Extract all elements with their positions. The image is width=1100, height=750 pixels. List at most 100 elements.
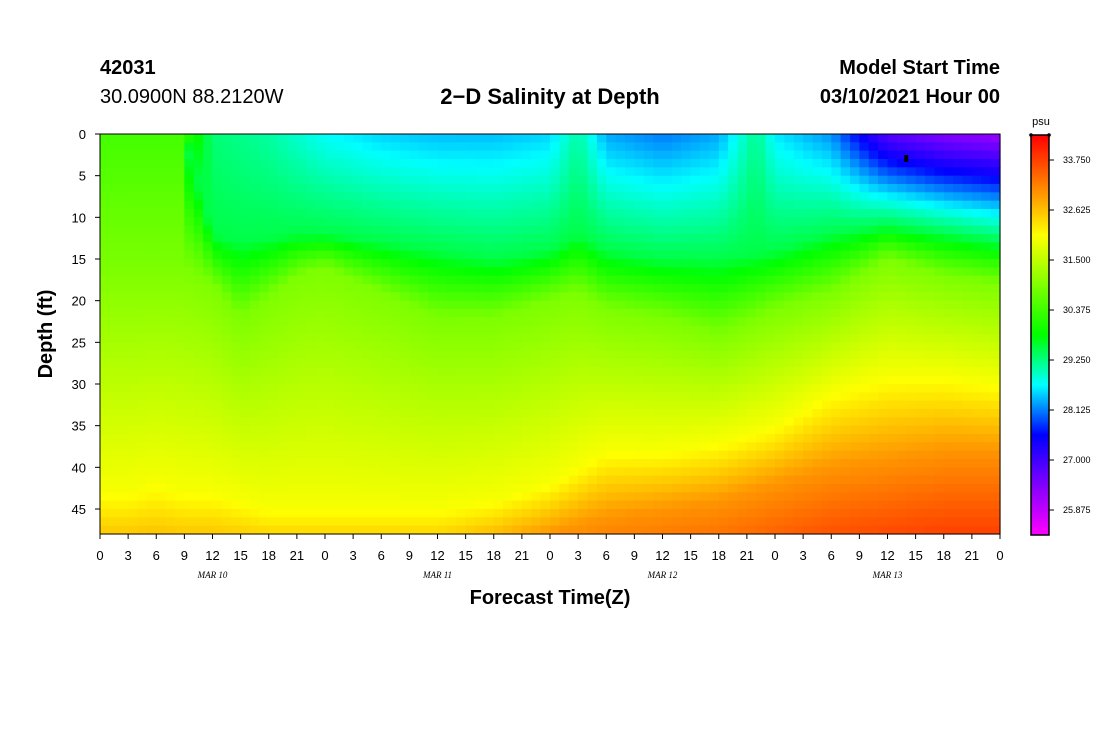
heatmap-cell <box>756 167 767 177</box>
heatmap-cell <box>315 475 326 485</box>
heatmap-cell <box>100 175 110 185</box>
heatmap-cell <box>137 342 148 352</box>
heatmap-cell <box>718 275 729 285</box>
heatmap-cell <box>821 409 832 418</box>
heatmap-cell <box>578 250 589 260</box>
heatmap-cell <box>334 159 345 168</box>
heatmap-cell <box>831 159 842 168</box>
heatmap-cell <box>287 284 298 293</box>
heatmap-cell <box>193 200 204 210</box>
heatmap-cell <box>578 450 589 460</box>
heatmap-cell <box>746 509 757 518</box>
heatmap-cell <box>446 392 457 402</box>
heatmap-cell <box>493 292 504 302</box>
heatmap-cell <box>278 467 289 477</box>
heatmap-cell <box>868 500 879 510</box>
heatmap-cell <box>850 400 860 410</box>
heatmap-cell <box>521 425 532 435</box>
heatmap-cell <box>746 242 757 252</box>
heatmap-cell <box>587 409 598 418</box>
heatmap-cell <box>306 484 317 493</box>
heatmap-cell <box>718 317 729 327</box>
heatmap-cell <box>878 334 889 343</box>
heatmap-cell <box>643 334 654 343</box>
heatmap-cell <box>456 492 467 502</box>
heatmap-cell <box>737 359 748 368</box>
heatmap-cell <box>765 417 776 427</box>
heatmap-cell <box>334 484 345 493</box>
heatmap-cell <box>521 467 532 477</box>
heatmap-cell <box>906 317 917 327</box>
heatmap-cell <box>212 250 223 260</box>
heatmap-cell <box>803 234 814 243</box>
heatmap-cell <box>896 250 907 260</box>
heatmap-cell <box>231 192 242 202</box>
heatmap-cell <box>868 159 879 168</box>
heatmap-cell <box>146 434 157 443</box>
heatmap-cell <box>587 234 598 243</box>
heatmap-cell <box>156 434 167 443</box>
heatmap-cell <box>156 200 167 210</box>
heatmap-cell <box>662 317 673 327</box>
heatmap-cell <box>400 234 410 243</box>
heatmap-cell <box>578 400 589 410</box>
heatmap-cell <box>390 292 401 302</box>
heatmap-cell <box>596 384 607 393</box>
heatmap-cell <box>456 334 467 343</box>
heatmap-cell <box>268 134 279 143</box>
heatmap-cell <box>831 325 842 335</box>
heatmap-cell <box>446 475 457 485</box>
heatmap-cell <box>118 350 129 360</box>
heatmap-cell <box>606 350 617 360</box>
heatmap-cell <box>943 467 954 477</box>
heatmap-cell <box>259 217 270 227</box>
heatmap-cell <box>606 325 617 335</box>
heatmap-cell <box>334 425 345 435</box>
heatmap-cell <box>596 375 607 385</box>
heatmap-cell <box>812 342 823 352</box>
x-tick-label: 3 <box>125 548 132 563</box>
heatmap-cell <box>400 467 410 477</box>
heatmap-cell <box>306 284 317 293</box>
heatmap-cell <box>728 325 739 335</box>
heatmap-cell <box>550 267 560 277</box>
heatmap-cell <box>821 217 832 227</box>
heatmap-cell <box>765 250 776 260</box>
heatmap-cell <box>221 250 232 260</box>
heatmap-cell <box>175 259 185 268</box>
heatmap-cell <box>325 184 335 193</box>
heatmap-cell <box>221 359 232 368</box>
heatmap-cell <box>456 309 467 318</box>
heatmap-cell <box>221 517 232 527</box>
heatmap-cell <box>718 467 729 477</box>
heatmap-cell <box>437 242 448 252</box>
heatmap-cell <box>859 450 870 460</box>
heatmap-cell <box>484 342 495 352</box>
heatmap-cell <box>550 209 560 218</box>
heatmap-cell <box>915 334 926 343</box>
heatmap-cell <box>400 350 410 360</box>
heatmap-cell <box>671 159 682 168</box>
heatmap-cell <box>437 167 448 177</box>
heatmap-cell <box>334 242 345 252</box>
date-label: MAR 13 <box>872 570 903 580</box>
heatmap-cell <box>221 209 232 218</box>
heatmap-cell <box>587 400 598 410</box>
heatmap-cell <box>878 184 889 193</box>
heatmap-cell <box>418 159 429 168</box>
heatmap-cell <box>700 392 710 402</box>
heatmap-cell <box>184 492 195 502</box>
heatmap-cell <box>943 400 954 410</box>
heatmap-cell <box>428 450 439 460</box>
heatmap-cell <box>109 242 120 252</box>
heatmap-cell <box>625 250 635 260</box>
heatmap-cell <box>484 434 495 443</box>
heatmap-cell <box>840 250 851 260</box>
heatmap-cell <box>812 409 823 418</box>
heatmap-cell <box>353 284 364 293</box>
heatmap-cell <box>596 234 607 243</box>
heatmap-cell <box>718 192 729 202</box>
heatmap-cell <box>146 175 157 185</box>
heatmap-cell <box>550 425 560 435</box>
heatmap-cell <box>212 500 223 510</box>
